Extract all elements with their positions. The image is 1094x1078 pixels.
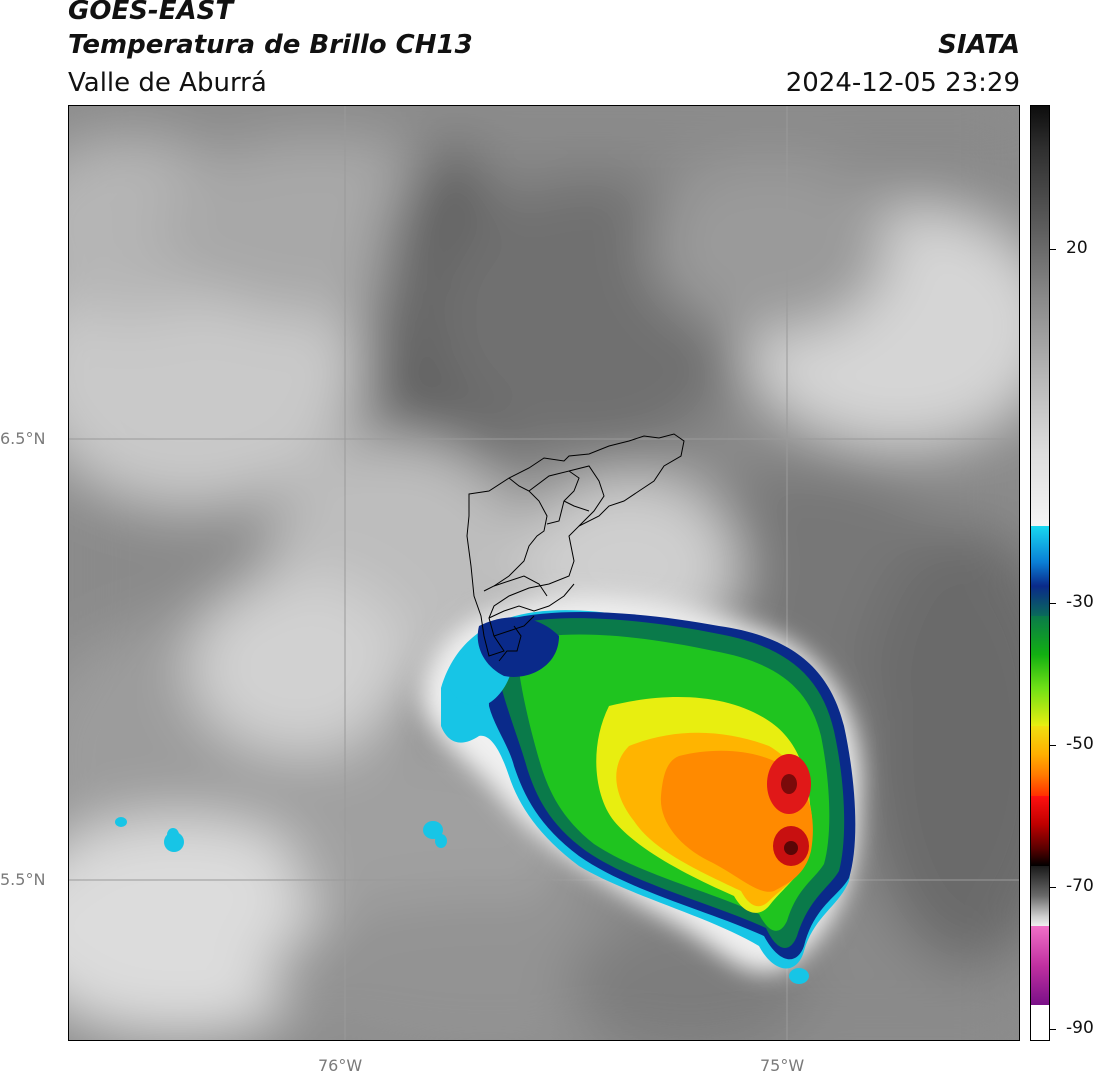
colorbar-label-minus50: -50 [1066,734,1094,754]
lon-label-75w: 75°W [760,1056,805,1075]
satellite-map[interactable] [68,105,1020,1041]
colorbar-label-minus70: -70 [1066,876,1094,896]
map-canvas [69,106,1019,1040]
graticule [69,106,1019,1040]
municipal-boundaries [466,433,685,662]
lat-label-5-5n: 5.5°N [0,870,46,889]
colorbar-label-minus30: -30 [1066,592,1094,612]
cloud-texture [69,106,1019,1040]
colorbar-tick [1050,603,1056,604]
colorbar-tick [1050,745,1056,746]
storm-cell [115,596,861,984]
region-subtitle: Valle de Aburrá [68,68,267,98]
product-title: Temperatura de Brillo CH13 [68,30,473,60]
colorbar-tick [1050,1029,1056,1030]
temperature-colorbar [1030,105,1050,1041]
organization-label: SIATA [938,30,1020,60]
colorbar-label-minus90: -90 [1066,1018,1094,1038]
colorbar-tick [1050,249,1056,250]
colorbar-tick [1050,887,1056,888]
datetime-label: 2024-12-05 23:29 [785,68,1020,98]
satellite-title: GOES-EAST [68,0,234,26]
lat-label-6-5n: 6.5°N [0,429,46,448]
lon-label-76w: 76°W [318,1056,363,1075]
colorbar-label-20: 20 [1066,238,1088,258]
